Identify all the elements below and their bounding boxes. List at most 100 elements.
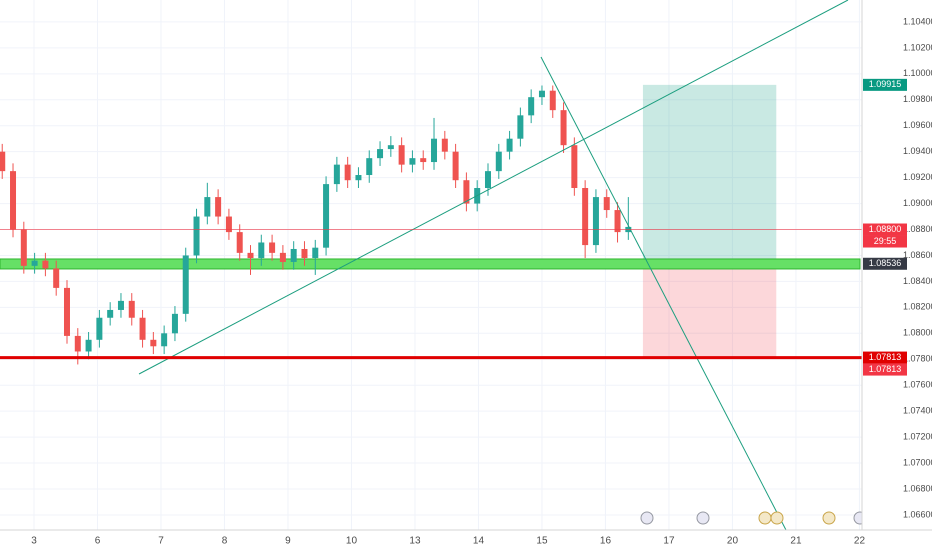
y-tick-label: 1.09800: [903, 94, 932, 104]
candle-body: [85, 339, 92, 352]
candle-body: [247, 252, 254, 259]
candle-body: [0, 151, 6, 172]
price-label-box: [863, 351, 907, 364]
event-icon: [822, 511, 836, 525]
candle-body: [171, 313, 178, 334]
candle-body: [387, 145, 394, 150]
price-label: 1.08536: [869, 258, 902, 268]
y-tick-label: 1.06600: [903, 509, 932, 519]
candle-body: [420, 158, 427, 163]
candle-body: [269, 242, 276, 253]
candle-body: [506, 138, 513, 152]
price-label: 1.07813: [869, 352, 902, 362]
y-tick-label: 1.09400: [903, 146, 932, 156]
y-tick-label: 1.09600: [903, 120, 932, 130]
x-tick-label: 20: [727, 536, 739, 547]
candle-body: [312, 247, 319, 259]
candle-body: [42, 260, 49, 269]
event-icon: [770, 511, 784, 525]
y-tick-label: 1.08400: [903, 276, 932, 286]
candle-body: [452, 151, 459, 181]
x-tick-label: 22: [854, 536, 866, 547]
candle-body: [215, 197, 222, 217]
x-tick-label: 3: [31, 536, 37, 547]
x-tick-label: 17: [663, 536, 675, 547]
y-tick-label: 1.08200: [903, 302, 932, 312]
levels: [0, 229, 862, 360]
price-label-box: [863, 363, 907, 376]
candle-body: [582, 187, 589, 246]
candle-body: [128, 300, 135, 318]
price-label: 1.07813: [869, 364, 902, 374]
candle-body: [74, 335, 81, 352]
candle-body: [279, 252, 286, 262]
candle-body: [549, 90, 556, 111]
price-label: 1.08800: [869, 224, 902, 234]
x-tick-label: 7: [158, 536, 164, 547]
x-tick-label: 10: [346, 536, 358, 547]
candle-body: [431, 138, 438, 163]
candle-body: [571, 145, 578, 188]
y-tick-label: 1.07000: [903, 457, 932, 467]
price-label-box: [863, 257, 907, 270]
profit-zone: [642, 84, 777, 264]
countdown: 29:55: [874, 236, 897, 246]
candle-body: [182, 255, 189, 314]
candle-body: [377, 149, 384, 159]
candle-body: [161, 333, 168, 347]
candle-body: [592, 197, 599, 246]
y-tick-label: 1.07600: [903, 380, 932, 390]
candle-body: [463, 180, 470, 204]
trend-line: [138, 0, 849, 375]
candle-body: [20, 229, 27, 266]
support-zone: [0, 258, 861, 270]
position-tool: [0, 84, 861, 358]
event-icon: [640, 511, 654, 525]
x-tick-label: 21: [790, 536, 802, 547]
candle-body: [409, 158, 416, 165]
price-label-box: [863, 223, 907, 236]
y-tick-label: 1.07800: [903, 354, 932, 364]
axes: 1.06600 1.06800 1.07000 1.07200 1.07400 1.076…: [31, 16, 932, 546]
candle-body: [290, 248, 297, 262]
candle-body: [193, 216, 200, 256]
candle-body: [366, 158, 373, 176]
y-tick-label: 1.10000: [903, 68, 932, 78]
candle-body: [31, 260, 38, 266]
candle-body: [441, 138, 448, 152]
loss-zone: [642, 263, 777, 358]
candle-body: [225, 216, 232, 233]
x-tick-label: 8: [222, 536, 228, 547]
y-tick-label: 1.08000: [903, 328, 932, 338]
candle-body: [528, 97, 535, 116]
trend-line: [540, 56, 787, 531]
candle-body: [139, 317, 146, 340]
candle-body: [333, 164, 340, 185]
price-label: 1.09915: [869, 79, 902, 89]
time-axis: [0, 530, 862, 550]
candle-body: [53, 268, 60, 288]
candle-body: [614, 210, 621, 233]
x-tick-label: 16: [600, 536, 612, 547]
price-axis: [862, 0, 932, 550]
y-tick-label: 1.10200: [903, 42, 932, 52]
x-tick-label: 14: [473, 536, 485, 547]
x-tick-label: 15: [536, 536, 548, 547]
y-tick-label: 1.06800: [903, 483, 932, 493]
candle-body: [603, 197, 610, 211]
candle-body: [517, 115, 524, 139]
candle-body: [301, 248, 308, 259]
y-tick-label: 1.09200: [903, 172, 932, 182]
candle-body: [117, 300, 124, 310]
candle-body: [63, 287, 70, 336]
candle-body: [204, 197, 211, 217]
y-tick-label: 1.07200: [903, 431, 932, 441]
y-tick-label: 1.08800: [903, 224, 932, 234]
candle-body: [484, 171, 491, 188]
countdown-box: [863, 235, 907, 248]
candle-body: [236, 232, 243, 253]
candle-body: [538, 90, 545, 98]
candle-body: [560, 110, 567, 146]
